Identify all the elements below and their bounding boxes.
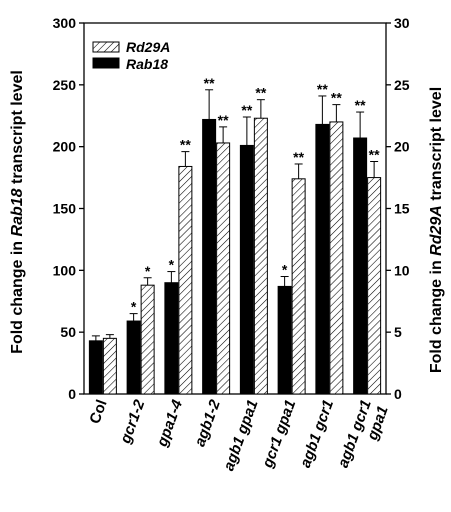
legend-label-rab18: Rab18 xyxy=(126,56,168,72)
category-label: agb1 gcr1gpa1 xyxy=(335,398,392,477)
bar-rab18 xyxy=(277,285,292,395)
bar-rab18 xyxy=(353,137,368,395)
significance-rab18: * xyxy=(282,262,288,278)
category-label: gpa1-4 xyxy=(153,397,186,450)
bar-rab18 xyxy=(315,123,330,395)
legend-swatch-rab18 xyxy=(92,57,120,69)
bar-rd29a xyxy=(253,117,268,395)
category-label-line: gcr1-2 xyxy=(117,397,149,447)
y-left-tick-label: 200 xyxy=(53,139,77,155)
category-label: gcr1 gpa1 xyxy=(259,398,300,471)
y-right-tick-label: 30 xyxy=(394,15,410,31)
bar-rd29a xyxy=(367,177,382,395)
bar-rab18 xyxy=(164,282,179,395)
y-left-tick-label: 50 xyxy=(60,324,76,340)
significance-rd29a: * xyxy=(145,263,151,279)
legend-label-rd29a: Rd29A xyxy=(126,39,170,55)
significance-rab18: * xyxy=(169,257,175,273)
bar-rd29a xyxy=(216,142,231,395)
category-label-line: agb1 gcr1 xyxy=(297,398,337,470)
y-left-tick-label: 100 xyxy=(53,262,77,278)
y-right-tick-label: 10 xyxy=(394,262,410,278)
significance-rd29a: ** xyxy=(293,149,304,165)
category-label: gcr1-2 xyxy=(117,397,149,447)
y-right-tick-label: 5 xyxy=(394,324,402,340)
legend: Rd29A Rab18 xyxy=(92,39,170,72)
bar-rab18 xyxy=(126,320,141,395)
bar-rab18 xyxy=(202,118,217,395)
category-label-line: gcr1 gpa1 xyxy=(259,398,300,471)
y-right-tick-label: 0 xyxy=(394,386,402,402)
y-right-tick-label: 20 xyxy=(394,139,410,155)
y-left-tick-label: 300 xyxy=(53,15,77,31)
significance-rab18: ** xyxy=(317,81,328,97)
legend-swatch-rd29a xyxy=(92,41,120,53)
y-left-tick-label: 0 xyxy=(68,386,76,402)
significance-rab18: ** xyxy=(204,75,215,91)
y-axis-left-title: Fold change in Rab18 transcript level xyxy=(9,70,26,354)
plot-area: 050100150200250300051015202530Col**gcr1-… xyxy=(53,15,410,477)
y-left-tick-label: 150 xyxy=(53,201,77,217)
y-right-tick-label: 15 xyxy=(394,201,410,217)
significance-rd29a: ** xyxy=(331,90,342,106)
significance-rab18: * xyxy=(131,299,137,315)
category-label-line: agb1 gpa1 xyxy=(220,398,261,474)
y-right-tick-label: 25 xyxy=(394,77,410,93)
category-label: agb1-2 xyxy=(191,397,224,449)
bar-rd29a xyxy=(329,121,344,395)
y-left-tick-label: 250 xyxy=(53,77,77,93)
category-label-line: Col xyxy=(86,398,110,427)
category-label: agb1 gcr1 xyxy=(297,398,337,470)
bar-rd29a xyxy=(291,178,306,395)
y-axis-right-title: Fold change in Rd29A transcript level xyxy=(428,87,445,373)
significance-rd29a: ** xyxy=(218,112,229,128)
bar-rab18 xyxy=(239,144,254,395)
significance-rd29a: ** xyxy=(369,147,380,163)
significance-rd29a: ** xyxy=(255,85,266,101)
bar-rab18 xyxy=(88,340,103,395)
significance-rab18: ** xyxy=(355,97,366,113)
category-label: agb1 gpa1 xyxy=(220,398,261,474)
category-label-line: gpa1-4 xyxy=(153,397,186,450)
significance-rd29a: ** xyxy=(180,137,191,153)
bar-rd29a xyxy=(102,337,117,395)
category-label-line: agb1-2 xyxy=(191,397,224,449)
bar-rd29a xyxy=(178,165,193,395)
category-label: Col xyxy=(86,398,110,427)
bar-rd29a xyxy=(140,284,155,395)
significance-rab18: ** xyxy=(241,102,252,118)
